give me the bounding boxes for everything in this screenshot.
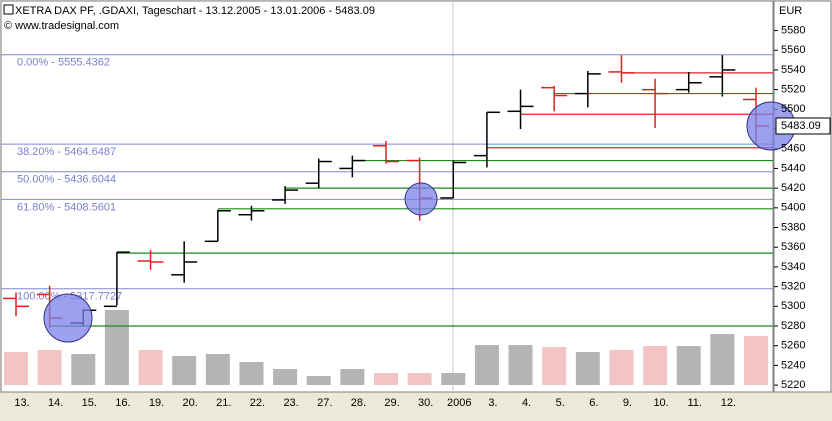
volume-bar bbox=[4, 352, 28, 385]
volume-bar bbox=[643, 346, 668, 385]
y-tick-label: 5500 bbox=[781, 103, 805, 115]
y-tick-label: 5420 bbox=[781, 182, 805, 194]
x-tick-label: 9. bbox=[623, 397, 632, 409]
chart-subtitle: © www.tradesignal.com bbox=[4, 20, 119, 32]
x-tick-label: 5. bbox=[556, 397, 565, 409]
x-tick-label: 2006 bbox=[447, 397, 471, 409]
x-tick-label: 22. bbox=[250, 397, 265, 409]
marks: 0.00% - 5555.4362 38.20% - 5464.6487 50.00… bbox=[1, 30, 778, 386]
fib-label: 61.80% - 5408.5601 bbox=[17, 201, 116, 213]
volume-bar bbox=[676, 346, 701, 385]
x-tick-label: 29. bbox=[384, 397, 399, 409]
highlight-circle bbox=[404, 182, 438, 216]
volume-bar bbox=[374, 373, 398, 385]
last-price-box bbox=[775, 117, 831, 135]
fib-label: 50.00% - 5436.6044 bbox=[17, 174, 116, 186]
volume-bar bbox=[239, 362, 264, 385]
x-tick-label: 13. bbox=[14, 397, 29, 409]
volume-bar bbox=[575, 352, 600, 385]
y-tick-label: 5580 bbox=[781, 24, 805, 36]
x-tick-label: 3. bbox=[488, 397, 497, 409]
last-price-label: 5483.09 bbox=[781, 120, 821, 132]
volume-bar bbox=[306, 376, 331, 385]
y-tick-label: 5400 bbox=[781, 202, 805, 214]
x-tick-label: 16. bbox=[115, 397, 130, 409]
y-tick-label: 5380 bbox=[781, 221, 805, 233]
volume-bar bbox=[474, 345, 499, 385]
x-tick-label: 6. bbox=[589, 397, 598, 409]
y-tick-label: 5460 bbox=[781, 143, 805, 155]
volume-bar bbox=[407, 373, 432, 385]
y-tick-label: 5440 bbox=[781, 162, 805, 174]
y-tick-label: 5280 bbox=[781, 320, 805, 332]
y-tick-label: 5220 bbox=[781, 379, 805, 391]
volume-bar bbox=[172, 356, 197, 385]
volume-bar bbox=[508, 345, 533, 385]
x-tick-label: 27. bbox=[317, 397, 332, 409]
x-tick-label: 20. bbox=[183, 397, 198, 409]
volume-bar bbox=[609, 350, 634, 385]
y-axis-area bbox=[773, 0, 832, 393]
volume-bar bbox=[710, 334, 735, 385]
volume-bar bbox=[441, 373, 466, 385]
y-tick-label: 5260 bbox=[781, 340, 805, 352]
y-tick-label: 5540 bbox=[781, 64, 805, 76]
x-tick-label: 11. bbox=[687, 397, 701, 409]
x-tick-label: 15. bbox=[82, 397, 97, 409]
y-tick-label: 5240 bbox=[781, 359, 805, 371]
x-tick-label: 4. bbox=[522, 397, 531, 409]
volume-bar bbox=[273, 369, 298, 385]
y-axis-label: EUR bbox=[779, 5, 802, 17]
volume-bar bbox=[138, 350, 163, 385]
volume-bar bbox=[542, 347, 567, 385]
y-tick-label: 5360 bbox=[781, 241, 805, 253]
fib-label: 38.20% - 5464.6487 bbox=[17, 146, 116, 158]
fib-label: 0.00% - 5555.4362 bbox=[17, 57, 110, 69]
y-tick-label: 5300 bbox=[781, 300, 805, 312]
y-tick-label: 5520 bbox=[781, 84, 805, 96]
icon bbox=[3, 4, 14, 15]
y-tick-label: 5340 bbox=[781, 261, 805, 273]
volume-bar bbox=[104, 310, 129, 385]
x-tick-label: 21. bbox=[216, 397, 231, 409]
volume-bar bbox=[744, 336, 768, 385]
volume-bar bbox=[37, 350, 62, 385]
y-tick-label: 5560 bbox=[781, 44, 805, 56]
highlight-circle bbox=[43, 293, 93, 343]
x-tick-label: 23. bbox=[283, 397, 298, 409]
chart-title: XETRA DAX PF, .GDAXI, Tageschart - 13.12… bbox=[15, 5, 375, 17]
volume-bar bbox=[71, 354, 96, 385]
x-tick-label: 30. bbox=[418, 397, 433, 409]
x-tick-label: 19. bbox=[149, 397, 164, 409]
overlay: 5220 5240 5260 5280 5300 5320 5340 5360 5380 5400… bbox=[14, 24, 831, 409]
x-tick-label: 14. bbox=[48, 397, 63, 409]
y-tick-label: 5320 bbox=[781, 281, 805, 293]
volume-bar bbox=[340, 369, 365, 385]
plot-area bbox=[0, 0, 774, 393]
x-tick-label: 10. bbox=[653, 397, 668, 409]
x-tick-label: 28. bbox=[351, 397, 366, 409]
volume-bar bbox=[205, 354, 230, 385]
x-tick-label: 12. bbox=[721, 397, 736, 409]
